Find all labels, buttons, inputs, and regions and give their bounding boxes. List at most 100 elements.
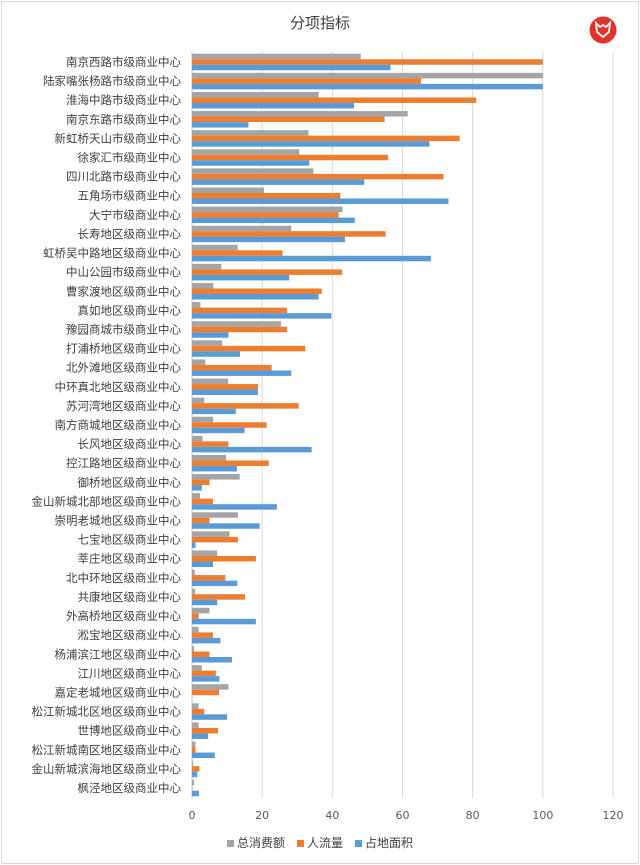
bar-占地面积 <box>192 599 218 606</box>
logo-fox-icon <box>594 20 612 39</box>
category-label: 五角场市级商业中心 <box>78 189 182 203</box>
category-label: 控江路地区级商业中心 <box>66 456 181 470</box>
category-label: 南京东路市级商业中心 <box>66 112 181 126</box>
bar-占地面积 <box>192 160 310 166</box>
legend-swatch <box>296 840 304 847</box>
category-label: 四川北路市级商业中心 <box>66 170 181 184</box>
bar-总消费额 <box>192 168 314 174</box>
bar-占地面积 <box>192 313 332 319</box>
category-label: 莘庄地区级商业中心 <box>78 552 182 566</box>
bar-人流量 <box>192 59 543 65</box>
category-label: 嘉定老城地区级商业中心 <box>55 685 182 699</box>
bar-人流量 <box>192 154 389 161</box>
bar-总消费额 <box>192 283 214 289</box>
bar-人流量 <box>192 135 460 142</box>
bar-总消费额 <box>192 435 203 442</box>
bar-总消费额 <box>192 512 238 518</box>
bar-总消费额 <box>192 493 201 499</box>
bar-占地面积 <box>192 485 202 491</box>
category-label: 淞宝地区级商业中心 <box>78 628 182 642</box>
bar-人流量 <box>192 97 477 103</box>
category-label: 崇明老城地区级商业中心 <box>55 514 182 528</box>
bar-占地面积 <box>192 236 345 243</box>
bar-占地面积 <box>192 542 196 548</box>
bar-总消费额 <box>192 378 229 385</box>
legend: 总消费额 人流量 占地面积 <box>0 834 640 851</box>
bar-占地面积 <box>192 465 237 472</box>
bar-总消费额 <box>192 206 343 213</box>
bar-占地面积 <box>192 141 430 147</box>
category-label: 金山新城北部地区级商业中心 <box>32 494 182 508</box>
legend-item: 总消费额 <box>226 836 285 850</box>
bar-占地面积 <box>192 83 543 90</box>
bar-总消费额 <box>192 340 223 346</box>
category-label: 松江新城北区地区级商业中心 <box>32 705 182 719</box>
bar-人流量 <box>192 212 339 218</box>
bar-总消费额 <box>192 416 214 423</box>
category-label: 新虹桥天山市级商业中心 <box>55 131 182 145</box>
bar-人流量 <box>192 689 220 696</box>
category-label: 淮海中路市级商业中心 <box>66 93 181 107</box>
bar-占地面积 <box>192 523 260 529</box>
bar-占地面积 <box>192 752 215 759</box>
bar-占地面积 <box>192 657 232 663</box>
bar-占地面积 <box>192 294 319 300</box>
category-label: 外高桥地区级商业中心 <box>66 609 181 623</box>
bar-人流量 <box>192 594 245 600</box>
category-label: 中环真北地区级商业中心 <box>55 380 182 394</box>
x-tick-label: 0 <box>189 809 196 822</box>
x-tick-label: 120 <box>603 809 624 822</box>
category-label: 北中环地区级商业中心 <box>66 571 181 585</box>
category-label: 徐家汇市级商业中心 <box>78 151 182 165</box>
category-label: 南方商城地区级商业中心 <box>55 418 182 432</box>
category-label: 打浦桥地区级商业中心 <box>66 342 181 356</box>
legend-swatch <box>355 840 362 847</box>
bar-总消费额 <box>192 550 218 556</box>
bar-占地面积 <box>192 217 355 224</box>
bar-总消费额 <box>192 646 195 652</box>
category-label: 共康地区级商业中心 <box>78 590 182 604</box>
bar-人流量 <box>192 708 205 715</box>
bar-人流量 <box>192 498 214 505</box>
legend-label: 占地面积 <box>365 836 414 850</box>
bar-总消费额 <box>192 53 361 60</box>
brand-logo <box>589 16 617 44</box>
bar-占地面积 <box>192 714 228 720</box>
bar-总消费额 <box>192 263 222 270</box>
bar-总消费额 <box>192 321 282 327</box>
x-tick-label: 60 <box>396 809 410 822</box>
bar-总消费额 <box>192 244 238 251</box>
bar-总消费额 <box>192 722 199 728</box>
bar-人流量 <box>192 231 386 237</box>
chart-title: 分项指标 <box>289 14 350 32</box>
bar-总消费额 <box>192 741 196 748</box>
bar-占地面积 <box>192 332 229 338</box>
category-label: 枫泾地区级商业中心 <box>78 781 182 795</box>
bar-总消费额 <box>192 779 195 786</box>
bar-人流量 <box>192 384 258 390</box>
bar-人流量 <box>192 364 272 371</box>
bar-人流量 <box>192 326 288 333</box>
bar-人流量 <box>192 403 299 409</box>
bar-总消费额 <box>192 474 240 480</box>
bar-总消费额 <box>192 607 210 614</box>
category-label: 长寿地区级商业中心 <box>78 227 182 241</box>
x-tick-label: 80 <box>466 809 480 822</box>
category-label: 豫园商城市级商业中心 <box>66 322 181 336</box>
bar-人流量 <box>192 78 422 84</box>
x-tick-label: 20 <box>255 809 269 822</box>
bar-总消费额 <box>192 130 309 136</box>
category-label: 七宝地区级商业中心 <box>78 533 182 547</box>
bar-占地面积 <box>192 102 355 109</box>
bar-占地面积 <box>192 504 277 510</box>
bar-占地面积 <box>192 790 200 797</box>
bar-总消费额 <box>192 397 205 404</box>
bar-总消费额 <box>192 531 230 537</box>
bar-总消费额 <box>192 302 201 308</box>
bar-总消费额 <box>192 111 408 117</box>
bar-占地面积 <box>192 733 209 739</box>
bar-占地面积 <box>192 274 290 281</box>
bar-人流量 <box>192 173 444 180</box>
bar-人流量 <box>192 536 238 543</box>
